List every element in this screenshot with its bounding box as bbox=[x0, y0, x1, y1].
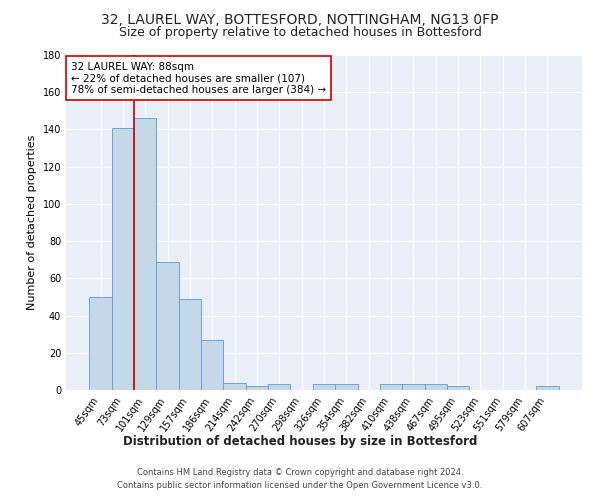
Bar bbox=[425, 384, 447, 390]
Bar bbox=[201, 340, 223, 390]
Bar bbox=[134, 118, 157, 390]
Bar bbox=[112, 128, 134, 390]
Y-axis label: Number of detached properties: Number of detached properties bbox=[27, 135, 37, 310]
Bar bbox=[447, 386, 469, 390]
Bar bbox=[246, 386, 268, 390]
Bar bbox=[268, 384, 290, 390]
Bar bbox=[313, 384, 335, 390]
Bar bbox=[223, 382, 246, 390]
Text: Contains HM Land Registry data © Crown copyright and database right 2024.
Contai: Contains HM Land Registry data © Crown c… bbox=[118, 468, 482, 490]
Text: Size of property relative to detached houses in Bottesford: Size of property relative to detached ho… bbox=[119, 26, 481, 39]
Text: 32, LAUREL WAY, BOTTESFORD, NOTTINGHAM, NG13 0FP: 32, LAUREL WAY, BOTTESFORD, NOTTINGHAM, … bbox=[101, 12, 499, 26]
Text: Distribution of detached houses by size in Bottesford: Distribution of detached houses by size … bbox=[123, 435, 477, 448]
Bar bbox=[402, 384, 425, 390]
Bar bbox=[157, 262, 179, 390]
Bar bbox=[179, 299, 201, 390]
Text: 32 LAUREL WAY: 88sqm
← 22% of detached houses are smaller (107)
78% of semi-deta: 32 LAUREL WAY: 88sqm ← 22% of detached h… bbox=[71, 62, 326, 95]
Bar bbox=[335, 384, 358, 390]
Bar bbox=[89, 297, 112, 390]
Bar bbox=[380, 384, 402, 390]
Bar bbox=[536, 386, 559, 390]
